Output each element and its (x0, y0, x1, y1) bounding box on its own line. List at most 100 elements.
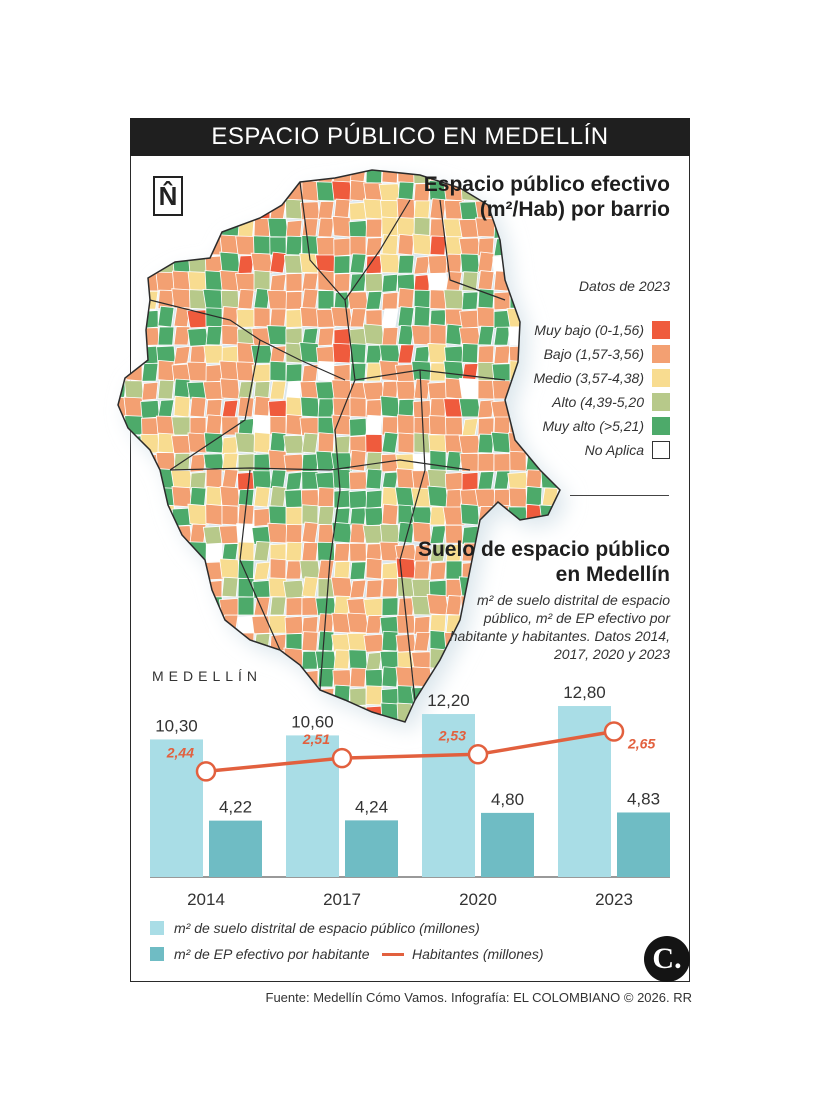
map-barrio-cell (269, 380, 287, 400)
map-barrio-cell (349, 667, 367, 688)
map-barrio-cell (234, 432, 258, 454)
map-barrio-cell (365, 579, 383, 599)
map-barrio-cell (285, 414, 303, 436)
legend-swatch (652, 321, 670, 339)
map-barrio-cell (381, 578, 399, 598)
x-tick-label: 2014 (187, 890, 225, 909)
bar-value-label: 4,83 (627, 789, 660, 808)
map-barrio-cell (365, 614, 383, 634)
map-barrio-cell (331, 180, 353, 202)
infographic-title: ESPACIO PÚBLICO EN MEDELLÍN (130, 118, 690, 156)
map-barrio-cell (365, 557, 383, 580)
line-value-label: 2,65 (627, 736, 655, 752)
line-value-label: 2,51 (302, 731, 330, 747)
map-barrio-cell (251, 525, 273, 545)
map-barrio-cell (332, 397, 352, 418)
map-barrio-cell (269, 251, 287, 274)
map-barrio-cell (442, 506, 466, 526)
map-barrio-cell (397, 254, 415, 274)
map-barrio-cell (332, 669, 352, 689)
map-barrio-cell (461, 417, 479, 437)
map-barrio-cell (285, 471, 303, 491)
map-barrio-cell (364, 669, 384, 688)
map-barrio-cell (429, 561, 447, 581)
map-barrio-cell (365, 290, 383, 310)
legend-item: Alto (4,39-5,20 (533, 390, 670, 414)
map-barrio-cell (283, 434, 305, 454)
map-barrio-cell (333, 255, 351, 275)
map-barrio-cell (333, 649, 351, 670)
map-barrio-cell (157, 379, 175, 400)
map-barrio-cell (283, 254, 305, 274)
map-barrio-cell (381, 666, 399, 688)
legend-line (382, 952, 404, 956)
map-outline (117, 169, 561, 723)
map-barrio-cell (381, 273, 399, 293)
map-barrio-cell (349, 308, 367, 328)
map-barrio-cell (395, 666, 417, 688)
legend-item-suelo: m² de suelo distrital de espacio público… (150, 920, 480, 936)
map-barrio-cell (397, 344, 415, 364)
map-barrio-cell (493, 470, 511, 490)
bar-value-label: 12,20 (427, 691, 470, 710)
legend-swatch (652, 369, 670, 387)
map-barrio-cell (365, 651, 383, 671)
map-barrio-cell (379, 523, 401, 544)
bar-suelo (150, 739, 203, 877)
map-barrio-cell (333, 542, 351, 562)
legend-item-habitantes: Habitantes (millones) (382, 946, 544, 962)
map-barrio-cell (301, 432, 319, 454)
map-barrio-cell (427, 255, 449, 274)
map-barrio-cell (316, 345, 336, 365)
map-barrio-cell (317, 327, 335, 347)
map-barrio-cell (187, 503, 209, 526)
map-barrio-cell (429, 525, 447, 545)
bar-value-label: 4,24 (355, 797, 388, 816)
map-barrio-cell (285, 560, 303, 580)
map-barrio-cell (317, 668, 335, 688)
bar-suelo (422, 714, 475, 877)
map-legend: Muy bajo (0-1,56) Bajo (1,57-3,56) Medio… (533, 318, 670, 462)
map-barrio-cell (330, 452, 354, 472)
line-habitantes (205, 729, 615, 774)
map-barrio-cell (396, 380, 416, 400)
x-tick-label: 2020 (459, 890, 497, 909)
map-barrio-cell (237, 288, 255, 310)
map-barrio-cell (348, 471, 368, 491)
map-barrio-cell (221, 576, 239, 598)
map-barrio-cell (141, 381, 159, 401)
legend-item: Medio (3,57-4,38) (533, 366, 670, 390)
map-barrio-cell (285, 309, 303, 328)
legend-swatch (652, 345, 670, 363)
bar-ep (617, 812, 670, 877)
map-barrio-cell (493, 345, 511, 365)
map-barrio-cell (252, 470, 272, 490)
map-barrio-cell (397, 432, 415, 454)
map-barrio-cell (173, 326, 191, 346)
map-barrio-cell (300, 489, 320, 508)
map-barrio-cell (381, 170, 399, 184)
map-barrio-cell (333, 273, 351, 292)
legend-swatch (652, 393, 670, 411)
map-barrio-cell (331, 612, 353, 634)
map-barrio-cell (429, 235, 447, 256)
legend-swatch (150, 921, 164, 935)
map-barrio-cell (397, 521, 415, 544)
bar-value-label: 10,60 (291, 712, 334, 731)
map-barrio-cell (413, 378, 431, 400)
legend-swatch (652, 441, 670, 459)
bar-ep (345, 820, 398, 877)
map-barrio-cell (381, 308, 399, 328)
map-barrio-cell (349, 561, 367, 581)
line-point (603, 721, 625, 742)
section-divider (570, 495, 669, 496)
legend-item: Muy bajo (0-1,56) (533, 318, 670, 342)
el-colombiano-logo: C. (644, 936, 690, 982)
map-barrio-cell (282, 579, 306, 599)
bar-value-label: 10,30 (155, 716, 198, 735)
map-barrio-cell (269, 596, 287, 616)
bar-value-label: 4,22 (219, 798, 252, 817)
map-barrio-cell (301, 576, 319, 598)
map-barrio-cell (205, 503, 223, 526)
